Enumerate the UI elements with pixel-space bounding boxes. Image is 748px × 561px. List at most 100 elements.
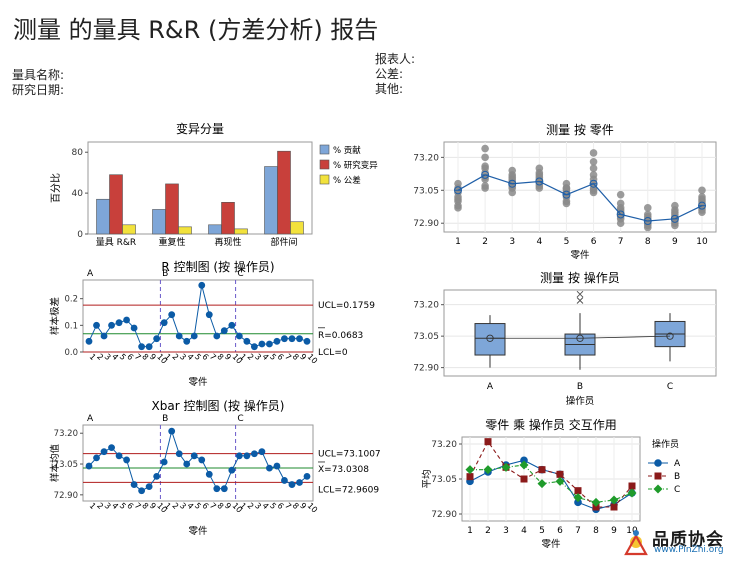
- x-tick-label: 3: [253, 352, 263, 362]
- x-tick-label: 2: [170, 352, 180, 362]
- data-point: [108, 444, 115, 451]
- bar: [122, 224, 136, 235]
- part-operator-interaction-chart: 零件 乘 操作员 交互作用 72.90 73.05 73.20 平均 1 2 3 4 5 6 7 8 9 1…: [421, 417, 681, 550]
- x-tick-label: 3: [253, 501, 263, 511]
- series-line: [469, 440, 633, 508]
- x-tick-label: 1: [238, 352, 248, 362]
- x-tick-label: 5: [193, 352, 203, 362]
- x-tick-label: 1: [163, 501, 173, 511]
- data-point: [198, 281, 206, 289]
- x-tick-label: 9: [148, 501, 158, 511]
- chart-title: 测量 按 操作员: [540, 270, 620, 285]
- x-tick-label: 5: [539, 526, 545, 536]
- y-tick-label: 72.90: [54, 491, 78, 501]
- data-point: [108, 321, 115, 329]
- x-tick-label: 8: [215, 352, 225, 362]
- x-tick-label: 7: [283, 352, 293, 362]
- x-tick-label: 8: [645, 237, 651, 247]
- x-tick-label: 7: [283, 501, 293, 511]
- data-point: [562, 184, 571, 192]
- legend-label: % 贡献: [333, 145, 361, 156]
- x-tick-label: 10: [696, 237, 708, 247]
- box: [474, 323, 506, 356]
- data-point: [190, 452, 198, 460]
- bar: [234, 228, 248, 235]
- outlier-marker: [576, 290, 584, 298]
- data-point: [288, 481, 296, 488]
- mean-marker: [643, 217, 652, 226]
- x-tick-label: 1: [163, 352, 173, 362]
- data-point: [168, 427, 176, 435]
- x-tick-label: 3: [178, 352, 188, 362]
- data-point: [145, 483, 153, 491]
- x-tick-label: 8: [140, 501, 150, 511]
- y-tick-label: 73.05: [413, 186, 439, 196]
- data-point: [296, 479, 303, 486]
- data-point: [273, 462, 281, 470]
- data-point: [454, 179, 462, 188]
- x-tick-label: 9: [223, 501, 233, 511]
- x-tick-label: 1: [455, 237, 461, 247]
- x-tick-label: B: [577, 382, 583, 392]
- data-point: [85, 462, 93, 470]
- x-tick-label: 3: [178, 501, 188, 511]
- x-tick-label: C: [667, 382, 673, 392]
- x-tick-label: 4: [110, 501, 120, 511]
- legend-marker: [654, 459, 662, 467]
- x-tick-label: 6: [557, 526, 563, 536]
- x-tick-label: 8: [593, 526, 599, 536]
- data-point: [610, 503, 618, 511]
- lcl-label: LCL=0: [318, 348, 348, 358]
- data-point: [465, 465, 475, 475]
- x-tick-label: 2: [245, 501, 255, 511]
- data-point: [616, 190, 625, 199]
- data-point: [220, 327, 228, 335]
- data-point: [175, 450, 183, 458]
- data-point: [698, 186, 706, 195]
- tolerance-label: 公差:: [375, 67, 404, 81]
- data-point: [175, 332, 183, 340]
- data-point: [138, 487, 146, 495]
- chart-title: 测量 按 零件: [546, 123, 614, 137]
- bar: [178, 226, 192, 235]
- y-tick-label: 73.20: [413, 301, 439, 311]
- operator-label: C: [237, 414, 243, 424]
- data-point: [589, 157, 598, 166]
- operator-label: A: [87, 269, 94, 279]
- bar: [277, 150, 291, 235]
- data-point: [535, 173, 544, 181]
- y-tick-label: 73.20: [413, 153, 439, 163]
- data-point: [628, 482, 636, 490]
- report-meta-left: 量具名称: 研究日期:: [12, 68, 64, 98]
- x-tick-label: 3: [103, 352, 113, 362]
- data-point: [235, 452, 243, 460]
- x-tick-label: 重复性: [158, 236, 185, 248]
- lcl-label: LCL=72.9609: [318, 485, 379, 495]
- x-tick-label: 2: [485, 526, 491, 536]
- mean-line: [457, 174, 703, 222]
- x-tick-label: 7: [133, 352, 143, 362]
- data-point: [205, 470, 213, 478]
- data-point: [258, 448, 266, 456]
- x-tick-label: 4: [185, 352, 195, 362]
- x-tick-label: 6: [200, 501, 210, 511]
- data-point: [592, 503, 600, 511]
- legend-marker: [654, 472, 662, 480]
- legend-swatch: [319, 159, 330, 170]
- data-point: [555, 476, 565, 486]
- data-point: [589, 175, 598, 184]
- x-tick-label: 1: [238, 501, 248, 511]
- x-axis-label: 零件: [188, 525, 208, 537]
- x-tick-label: 3: [509, 237, 515, 247]
- x-tick-label: 6: [200, 352, 210, 362]
- x-tick-label: 4: [521, 526, 527, 536]
- data-point: [213, 332, 221, 340]
- data-point: [228, 321, 236, 329]
- x-tick-label: 7: [208, 501, 218, 511]
- data-point: [145, 343, 153, 351]
- data-point: [198, 456, 206, 464]
- x-tick-label: 2: [245, 352, 255, 362]
- data-point: [698, 197, 706, 206]
- data-point: [123, 316, 130, 324]
- data-point: [483, 465, 493, 475]
